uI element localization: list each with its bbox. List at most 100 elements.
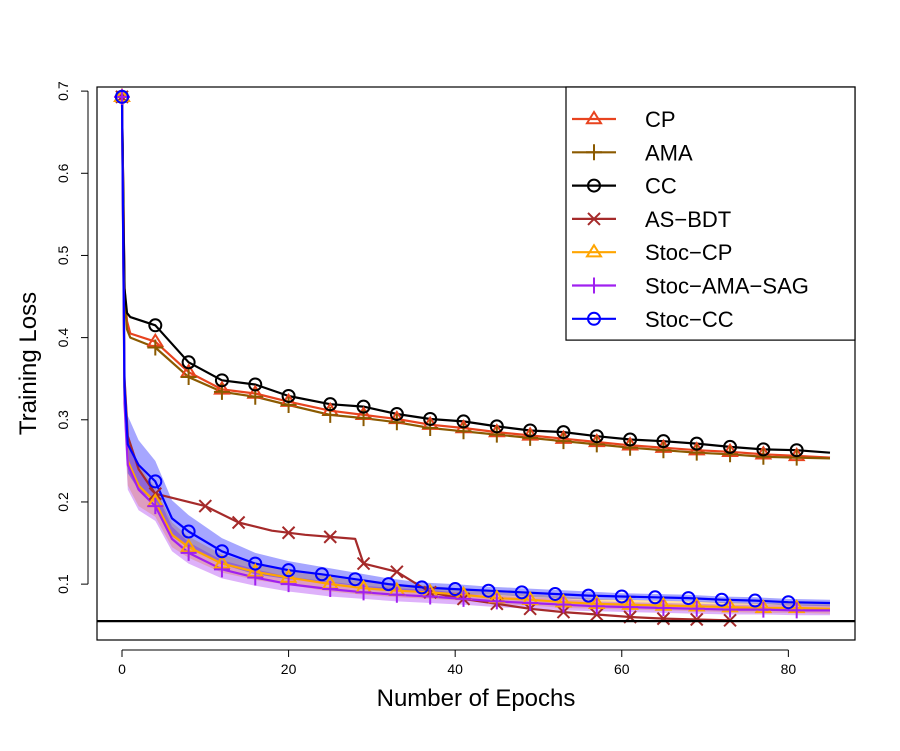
point-stoc-cc-0	[114, 89, 129, 104]
x-tick-label-3: 60	[614, 661, 630, 677]
point-stoc-ama-sag-20	[788, 602, 805, 619]
point-cc-13	[556, 425, 571, 440]
point-cc-14	[589, 429, 604, 444]
point-as-bdt-13	[590, 607, 604, 622]
point-stoc-cc-20	[781, 595, 796, 610]
legend-label-stoc-cc: Stoc−CC	[645, 307, 734, 332]
point-stoc-ama-sag-8	[388, 586, 405, 603]
point-stoc-cc-1	[148, 474, 163, 489]
point-stoc-ama-sag-15	[622, 599, 639, 616]
legend-marker-stoc-cc	[587, 311, 601, 326]
legend: CP AMA CC AS−BDT Stoc−CP Stoc−AMA−SAG Stoc−CC	[565, 86, 856, 341]
point-stoc-ama-sag-14	[588, 598, 605, 615]
point-stoc-cc-4	[248, 556, 263, 571]
point-cc-17	[689, 436, 704, 451]
point-stoc-cc-11	[481, 583, 496, 598]
y-tick-label-5: 0.6	[55, 163, 71, 183]
point-stoc-ama-sag-19	[755, 601, 772, 618]
legend-label-cp: CP	[645, 107, 676, 132]
point-stoc-cc-6	[314, 567, 329, 582]
point-ama-9	[422, 420, 439, 437]
y-tick-label-6: 0.7	[55, 81, 71, 101]
point-stoc-cc-15	[614, 589, 629, 604]
point-ama-1	[147, 339, 164, 356]
point-ama-15	[622, 439, 639, 456]
x-tick-label-1: 20	[281, 661, 297, 677]
point-ama-16	[655, 442, 672, 459]
point-stoc-cc-9	[414, 580, 429, 595]
point-stoc-cc-10	[448, 582, 463, 597]
point-cc-5	[281, 388, 296, 403]
point-stoc-ama-sag-12	[522, 595, 539, 612]
point-ama-13	[555, 433, 572, 450]
point-as-bdt-2	[198, 499, 212, 513]
y-tick-label-4: 0.5	[55, 246, 71, 266]
point-stoc-cc-18	[714, 592, 729, 607]
point-cc-11	[489, 419, 504, 434]
point-as-bdt-15	[656, 611, 671, 626]
point-ama-10	[455, 423, 472, 440]
point-cc-3	[214, 373, 229, 388]
markers-stoc-cc	[114, 89, 796, 610]
point-stoc-ama-sag-1	[147, 498, 164, 515]
point-cc-18	[723, 439, 738, 454]
point-cc-20	[789, 443, 804, 458]
point-stoc-cc-7	[348, 572, 363, 587]
point-cc-7	[356, 399, 371, 414]
point-stoc-ama-sag-4	[247, 569, 264, 586]
markers-stoc-ama-sag	[113, 88, 805, 619]
point-stoc-cc-5	[281, 563, 296, 578]
y-tick-label-2: 0.3	[55, 410, 71, 430]
band-stoc-ama-sag	[122, 89, 830, 616]
point-cc-4	[248, 377, 263, 392]
point-as-bdt-6	[356, 556, 371, 571]
y-axis-title: Training Loss	[15, 292, 42, 435]
legend-label-ama: AMA	[645, 140, 693, 165]
x-tick-label-4: 80	[781, 661, 797, 677]
point-stoc-cc-8	[381, 577, 396, 592]
x-tick-label-0: 0	[118, 661, 126, 677]
series-markers	[113, 87, 806, 627]
point-stoc-cc-12	[514, 585, 529, 600]
line-stoc-cp	[120, 96, 831, 610]
x-tick-label-2: 40	[447, 661, 463, 677]
point-stoc-cc-16	[648, 590, 663, 605]
point-ama-14	[588, 436, 605, 453]
point-stoc-ama-sag-6	[322, 581, 339, 598]
point-ama-8	[388, 414, 405, 431]
point-as-bdt-4	[281, 526, 296, 540]
point-stoc-cc-2	[181, 524, 196, 539]
confidence-bands	[122, 89, 830, 616]
point-stoc-cc-19	[748, 593, 763, 608]
point-ama-20	[788, 449, 805, 466]
point-stoc-ama-sag-10	[455, 590, 472, 607]
point-stoc-ama-sag-11	[488, 593, 505, 610]
point-ama-18	[722, 446, 739, 463]
point-ama-11	[488, 426, 505, 443]
y-axis: 0.1 0.2 0.3 0.4 0.5 0.6 0.7	[55, 81, 89, 594]
x-axis-title: Number of Epochs	[377, 685, 576, 712]
legend-label-stoc-ama-sag: Stoc−AMA−SAG	[645, 274, 809, 299]
point-ama-19	[755, 448, 772, 465]
legend-label-stoc-cp: Stoc−CP	[645, 240, 732, 265]
point-cc-6	[323, 397, 338, 412]
legend-label-as-bdt: AS−BDT	[645, 207, 731, 232]
plot-frame	[96, 86, 856, 641]
point-stoc-ama-sag-5	[280, 576, 297, 593]
point-stoc-ama-sag-13	[555, 596, 572, 613]
point-ama-12	[522, 429, 539, 446]
point-cc-1	[148, 318, 163, 333]
point-stoc-ama-sag-18	[722, 601, 739, 618]
legend-marker-stoc-ama-sag	[586, 277, 602, 294]
point-stoc-ama-sag-17	[688, 600, 705, 617]
point-ama-2	[180, 369, 197, 386]
point-ama-17	[688, 444, 705, 461]
point-as-bdt-7	[390, 565, 404, 579]
legend-label-cc: CC	[645, 174, 677, 199]
point-cc-19	[756, 442, 771, 457]
legend-box	[565, 86, 856, 341]
point-as-bdt-16	[690, 612, 704, 627]
y-tick-label-1: 0.2	[55, 492, 71, 512]
point-cc-8	[389, 407, 404, 422]
